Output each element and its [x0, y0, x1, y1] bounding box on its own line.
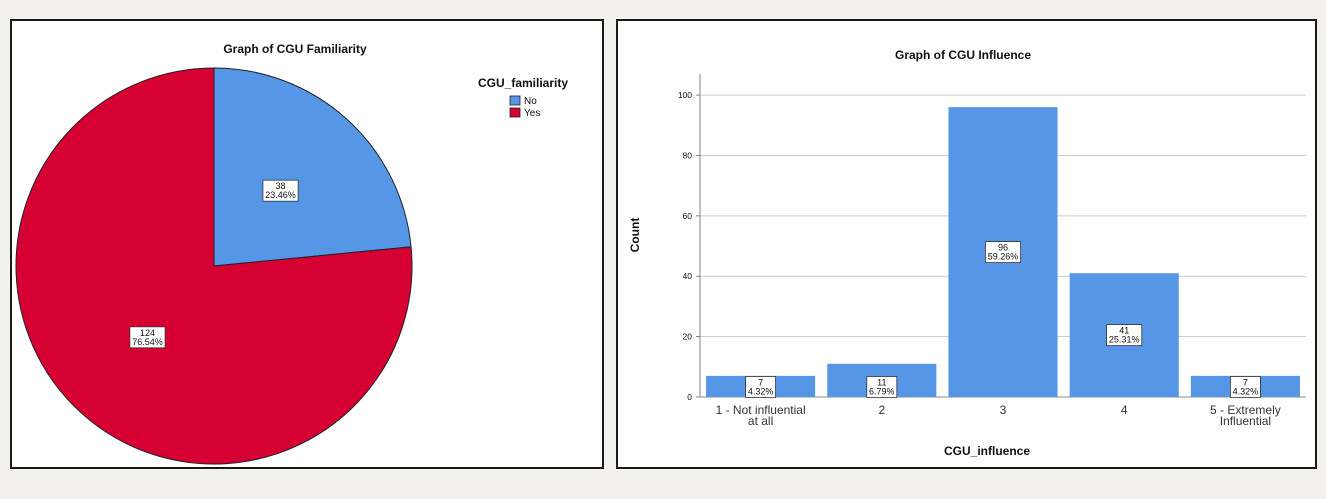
- bar-data-label-2: 116.79%: [866, 376, 898, 398]
- x-tick-label-1: 1 - Not influential: [716, 403, 806, 417]
- bar-data-label-5-line: 4.32%: [1233, 387, 1259, 397]
- legend-label-no: No: [524, 96, 537, 107]
- bar-data-label-2-line: 6.79%: [869, 387, 895, 397]
- y-tick-label-40: 40: [683, 271, 693, 281]
- bar-data-label-2-line: 11: [877, 378, 886, 388]
- bar-data-label-5-line: 7: [1243, 378, 1248, 388]
- legend-swatch-no: [509, 95, 521, 106]
- pie-slice-yes: [15, 67, 413, 465]
- x-axis-title: CGU_influence: [944, 444, 1030, 458]
- bar-data-label-1-line: 4.32%: [748, 387, 774, 397]
- x-tick-label-1: at all: [748, 414, 773, 428]
- pie-chart-panel: Graph of CGU Familiarity 38 23.46% 124 76.5…: [10, 19, 604, 469]
- bar-data-label-3-line: 59.26%: [988, 252, 1019, 262]
- bar-data-label-5: 74.32%: [1230, 376, 1261, 398]
- pie-data-label-yes-line: 76.54%: [132, 337, 163, 347]
- bar-data-label-4-line: 25.31%: [1109, 335, 1140, 345]
- bar-data-label-1-line: 7: [758, 378, 763, 388]
- pie-data-label-no-line: 23.46%: [265, 190, 296, 200]
- bar-data-label-4-line: 41: [1119, 326, 1129, 336]
- pie-data-label-no-line: 38: [276, 181, 286, 191]
- bar-data-label-3-line: 96: [998, 243, 1008, 253]
- pie-chart-title: Graph of CGU Familiarity: [223, 42, 367, 56]
- x-tick-label-4: 4: [1121, 403, 1128, 417]
- y-tick-label-80: 80: [683, 150, 693, 160]
- pie-slice-no: [213, 67, 412, 267]
- pie-legend-title: CGU_familiarity: [478, 76, 568, 90]
- y-tick-label-100: 100: [678, 90, 692, 100]
- pie-data-label-yes-line: 124: [140, 328, 155, 338]
- x-tick-label-5: 5 - Extremely: [1210, 403, 1281, 417]
- x-tick-label-5: Influential: [1220, 414, 1271, 428]
- legend-swatch-yes: [509, 107, 521, 118]
- x-tick-label-3: 3: [1000, 403, 1007, 417]
- bar-data-label-1: 74.32%: [745, 376, 776, 398]
- bar-chart-title: Graph of CGU Influence: [895, 48, 1031, 62]
- y-tick-label-60: 60: [683, 211, 693, 221]
- legend-label-yes: Yes: [524, 108, 540, 119]
- bar-chart-panel: Graph of CGU Influence 0 20 40 60 80 100 7 4.3…: [616, 19, 1317, 469]
- y-tick-label-20: 20: [683, 332, 693, 342]
- x-tick-label-2: 2: [878, 403, 885, 417]
- y-tick-label-0: 0: [687, 392, 692, 402]
- y-axis-title: Count: [628, 218, 642, 253]
